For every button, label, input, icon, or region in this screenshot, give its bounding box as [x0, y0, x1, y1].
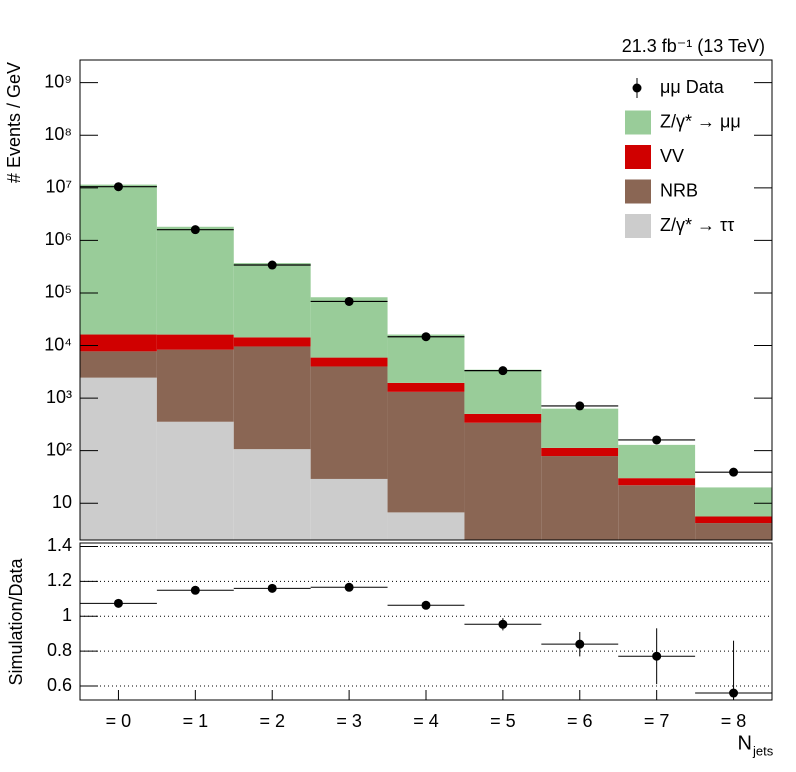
stack-segment — [80, 351, 157, 378]
stack-segment — [156, 421, 234, 540]
y-tick-label: 10 — [52, 492, 72, 512]
y-tick-label: 10⁸ — [44, 124, 72, 144]
ratio-point — [575, 639, 585, 649]
x-tick-label: = 3 — [336, 711, 362, 731]
data-point — [113, 182, 123, 192]
stack-segment — [80, 377, 157, 540]
legend-label: NRB — [660, 180, 698, 200]
stack-segment — [310, 366, 388, 479]
annotation: 21.3 fb⁻¹ (13 TeV) — [622, 36, 765, 56]
stack-segment — [387, 334, 465, 383]
x-tick-label: = 0 — [106, 711, 132, 731]
stack-segment — [310, 297, 388, 358]
data-point — [498, 366, 508, 376]
stack-segment — [310, 357, 388, 367]
x-axis-label-sub: jets — [752, 743, 774, 758]
stack-segment — [233, 337, 311, 347]
x-axis-label: N — [738, 732, 752, 754]
stack-segment — [464, 413, 542, 423]
stack-segment — [387, 391, 465, 513]
stack-segment — [233, 263, 311, 338]
stack-segment — [618, 478, 696, 486]
y-tick-label: 10⁶ — [45, 229, 72, 249]
y-tick-label: 1.4 — [47, 535, 72, 555]
x-tick-label: = 4 — [413, 711, 439, 731]
stack-segment — [156, 349, 234, 422]
ratio-point — [729, 688, 739, 698]
stack-segment — [618, 485, 696, 540]
ratio-point — [344, 582, 354, 592]
stack-segment — [695, 487, 772, 517]
ratio-point — [113, 598, 123, 608]
x-tick-label: = 8 — [721, 711, 747, 731]
stack-segment — [541, 447, 619, 457]
stack-segment — [695, 523, 772, 540]
data-point — [190, 225, 200, 235]
legend-label: VV — [660, 146, 684, 166]
stack-segment — [464, 422, 542, 540]
stack-segment — [233, 449, 311, 540]
data-point — [729, 467, 739, 477]
stack-segment — [156, 226, 234, 335]
ratio-y-axis-label: Simulation/Data — [6, 557, 26, 685]
ratio-point — [421, 600, 431, 610]
y-tick-label: 10³ — [46, 387, 72, 407]
y-tick-label: 0.8 — [47, 640, 72, 660]
stack-segment — [541, 456, 619, 540]
ratio-point — [267, 583, 277, 593]
frame — [79, 59, 773, 541]
stack-segment — [387, 382, 465, 392]
stack-segment — [695, 516, 772, 524]
stack-segment — [464, 369, 542, 414]
stack-segment — [618, 444, 696, 479]
stack-segment — [80, 184, 157, 335]
data-point — [652, 435, 662, 445]
stack-segment — [310, 478, 388, 540]
x-tick-label: = 6 — [567, 711, 593, 731]
legend-label: Z/γ* → ττ — [660, 215, 734, 235]
legend-label: μμ Data — [660, 77, 725, 97]
y-tick-label: 10⁷ — [45, 177, 72, 197]
legend-label: Z/γ* → μμ — [660, 111, 741, 131]
ratio-point — [652, 651, 662, 661]
y-tick-label: 0.6 — [47, 675, 72, 695]
legend-marker — [632, 83, 642, 93]
ratio-point — [498, 619, 508, 629]
legend-swatch — [625, 110, 651, 135]
y-tick-label: 10² — [46, 439, 72, 459]
data-point — [575, 401, 585, 411]
legend-swatch — [625, 214, 651, 238]
stack-segment — [541, 408, 619, 448]
x-tick-label: = 1 — [183, 711, 209, 731]
data-point — [421, 332, 431, 342]
stack-segment — [233, 346, 311, 450]
legend-swatch — [625, 179, 651, 204]
y-tick-label: 1 — [62, 605, 72, 625]
x-tick-label: = 5 — [490, 711, 516, 731]
y-tick-label: 1.2 — [47, 570, 72, 590]
stack-segment — [387, 512, 465, 540]
x-tick-label: = 2 — [259, 711, 285, 731]
stack-segment — [80, 334, 157, 352]
y-tick-label: 10⁴ — [44, 334, 72, 354]
data-point — [344, 296, 354, 306]
frame — [79, 542, 773, 701]
legend-swatch — [625, 145, 651, 169]
ratio-point — [190, 585, 200, 595]
y-tick-label: 10⁵ — [45, 282, 72, 302]
stack-segment — [156, 334, 234, 350]
y-axis-label: # Events / GeV — [4, 62, 24, 183]
x-tick-label: = 7 — [644, 711, 670, 731]
data-point — [267, 260, 277, 270]
y-tick-label: 10⁹ — [44, 71, 72, 91]
